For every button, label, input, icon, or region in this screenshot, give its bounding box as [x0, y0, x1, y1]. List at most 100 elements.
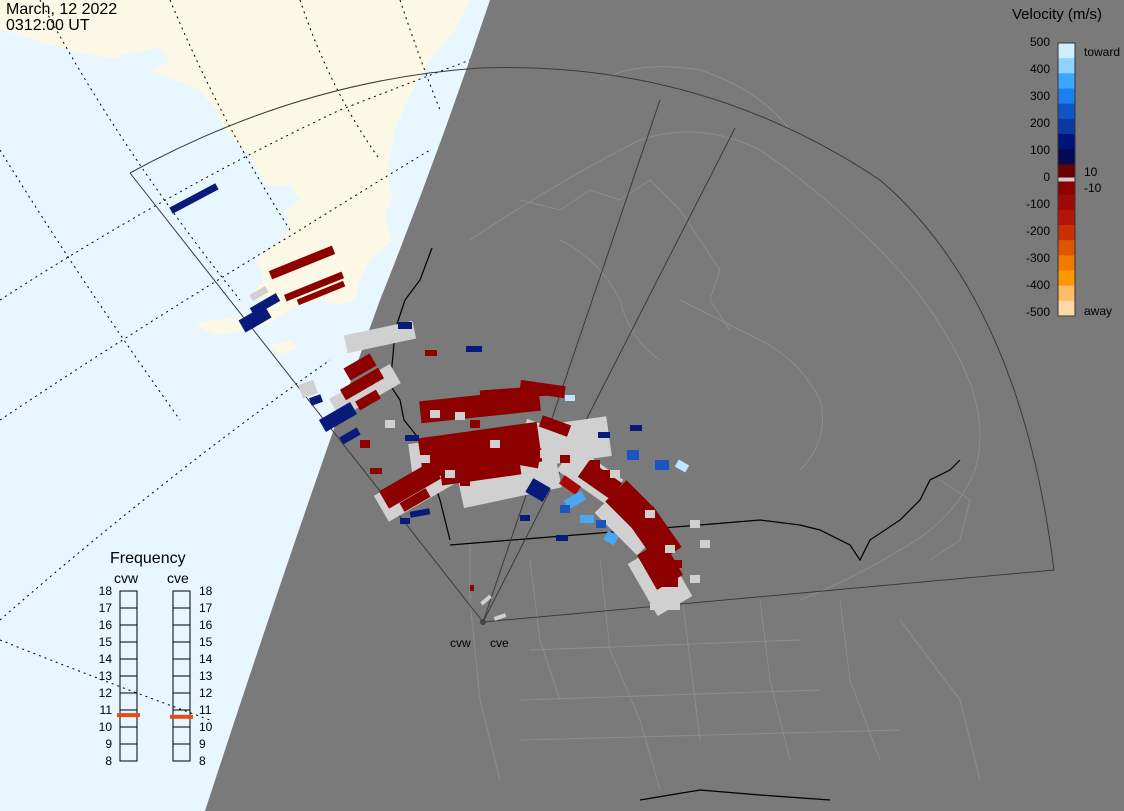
velocity-tick-label: 100: [1030, 143, 1050, 157]
frequency-scale-label-right: 14: [199, 652, 213, 666]
observation-date: March, 12 2022: [6, 1, 118, 18]
velocity-cell: [519, 379, 566, 399]
velocity-cell: [598, 432, 610, 438]
velocity-cell: [520, 515, 530, 521]
velocity-cell: [665, 545, 675, 553]
velocity-scatter-cells: [169, 183, 710, 621]
velocity-color-swatch: [1058, 149, 1075, 165]
velocity-cell: [470, 585, 474, 591]
velocity-legend-frame: [1057, 42, 1076, 317]
velocity-cell: [339, 367, 385, 401]
velocity-cell: [385, 420, 395, 428]
velocity-color-swatch: [1058, 103, 1075, 120]
velocity-cell: [645, 510, 655, 518]
velocity-threshold-neg-label: -10: [1084, 181, 1102, 195]
velocity-cell: [565, 395, 575, 401]
frequency-scale-label-right: 12: [199, 686, 213, 700]
velocity-cell: [650, 590, 680, 610]
velocity-cell: [660, 575, 678, 587]
velocity-color-swatch: [1058, 194, 1075, 211]
velocity-color-legend: 500 400 300 200 100 0 -100 -200 -300 -400 -500 towa…: [1026, 35, 1120, 319]
frequency-scale-label-left: 12: [99, 686, 113, 700]
frequency-scale-label-left: 14: [99, 652, 113, 666]
frequency-panel-title: Frequency: [110, 550, 186, 567]
velocity-cell: [525, 478, 551, 502]
dayside-graticule: [0, 0, 471, 721]
velocity-cell: [420, 455, 430, 463]
velocity-cell: [405, 435, 419, 441]
velocity-color-swatch: [1058, 300, 1075, 317]
frequency-scale-label-right: 15: [199, 635, 213, 649]
velocity-color-swatch: [1058, 179, 1075, 196]
velocity-cell: [480, 594, 492, 606]
velocity-cell: [460, 478, 470, 486]
velocity-color-swatch: [1058, 73, 1075, 90]
frequency-scale-label-right: 13: [199, 669, 213, 683]
velocity-cell: [563, 490, 587, 510]
velocity-tick-label: 500: [1030, 35, 1050, 49]
velocity-cell: [560, 505, 570, 513]
velocity-cell: [466, 346, 482, 352]
velocity-cell: [558, 475, 582, 495]
velocity-cell: [610, 470, 620, 478]
velocity-threshold-pos-label: 10: [1084, 165, 1098, 179]
velocity-cell: [655, 460, 669, 470]
frequency-marker-cve: [170, 714, 193, 719]
radar-site-label-cvw: cvw: [450, 636, 471, 650]
north-america-nightside-outlines: [469, 66, 981, 791]
velocity-cell: [577, 460, 623, 500]
velocity-cell: [556, 535, 568, 541]
velocity-cell: [458, 459, 562, 509]
frequency-radar-label-cve: cve: [167, 570, 189, 586]
velocity-cell: [630, 425, 642, 431]
velocity-cell: [445, 470, 455, 478]
velocity-color-swatch: [1058, 209, 1075, 226]
velocity-cell: [505, 462, 515, 470]
velocity-color-swatch: [1058, 58, 1075, 74]
velocity-color-swatch: [1058, 118, 1075, 135]
nightside-shading: [205, 0, 1124, 811]
velocity-color-swatch: [1058, 134, 1075, 150]
frequency-scale-cell: [119, 743, 138, 762]
velocity-cell: [169, 183, 219, 214]
velocity-tick-label: 0: [1043, 170, 1050, 184]
velocity-cell: [580, 515, 594, 523]
velocity-cell: [379, 461, 441, 509]
velocity-tick-label: -100: [1026, 197, 1050, 211]
frequency-scale-label-right: 16: [199, 618, 213, 632]
frequency-scale-label-right: 10: [199, 720, 213, 734]
alaska-land-dayside: [0, 0, 470, 355]
velocity-cell: [398, 322, 412, 329]
velocity-cell: [674, 459, 690, 473]
velocity-cell: [283, 271, 345, 302]
velocity-cell: [400, 518, 410, 524]
velocity-color-swatch: [1058, 43, 1075, 59]
frequency-scale-cell: [172, 743, 191, 762]
velocity-cell: [370, 468, 382, 474]
velocity-color-swatch: [1058, 270, 1075, 287]
velocity-toward-label: toward: [1084, 45, 1120, 59]
velocity-cell: [409, 508, 431, 518]
velocity-cell: [690, 575, 700, 583]
velocity-cell: [493, 613, 507, 621]
velocity-cell: [470, 420, 480, 428]
velocity-cell: [430, 410, 440, 418]
velocity-cell: [690, 520, 700, 528]
velocity-cell: [620, 500, 630, 508]
radar-site-label-cve: cve: [490, 636, 509, 650]
velocity-cell: [430, 465, 440, 473]
velocity-cell: [249, 285, 269, 302]
velocity-zero-band: [1058, 177, 1075, 182]
velocity-tick-label: 200: [1030, 116, 1050, 130]
velocity-cell: [455, 412, 465, 420]
radar-site-marker: [480, 619, 486, 625]
velocity-cell: [603, 530, 619, 546]
velocity-cell: [590, 460, 600, 468]
frequency-scale-label-left: 18: [99, 584, 113, 598]
frequency-scale-label-left: 17: [99, 601, 113, 615]
velocity-cell: [296, 280, 346, 306]
velocity-tick-label: 400: [1030, 62, 1050, 76]
frequency-radar-label-cvw: cvw: [114, 570, 139, 586]
frequency-legend: 18 18 17 17 16 16 15 15 14 14 13 13 12 12 11 11 10 10 9 9 8 8: [99, 584, 213, 768]
velocity-cell: [339, 427, 361, 445]
